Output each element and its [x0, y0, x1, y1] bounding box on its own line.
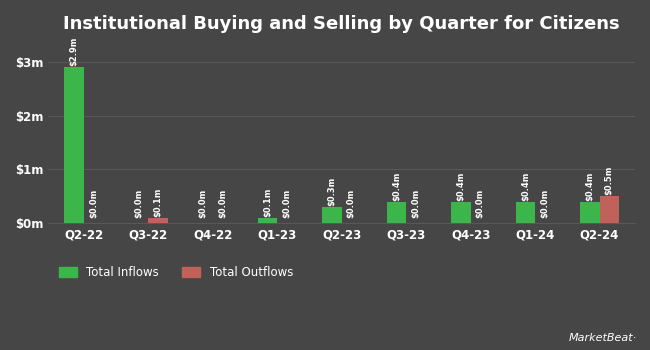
Legend: Total Inflows, Total Outflows: Total Inflows, Total Outflows — [54, 261, 298, 284]
Text: $0.4m: $0.4m — [586, 171, 594, 201]
Bar — [599, 196, 619, 223]
Bar — [64, 67, 84, 223]
Bar — [387, 202, 406, 223]
Text: $2.9m: $2.9m — [70, 37, 79, 66]
Text: $0.4m: $0.4m — [456, 171, 465, 201]
Text: $0.3m: $0.3m — [328, 177, 337, 206]
Bar — [451, 202, 471, 223]
Text: $0.0m: $0.0m — [476, 189, 485, 218]
Title: Institutional Buying and Selling by Quarter for Citizens: Institutional Buying and Selling by Quar… — [63, 15, 620, 33]
Text: MarketBeat·: MarketBeat· — [569, 333, 637, 343]
Text: $0.0m: $0.0m — [134, 189, 143, 218]
Text: $0.0m: $0.0m — [411, 189, 421, 218]
Text: $0.4m: $0.4m — [392, 171, 401, 201]
Text: $0.0m: $0.0m — [540, 189, 549, 218]
Bar — [258, 218, 277, 223]
Bar — [515, 202, 535, 223]
Text: $0.0m: $0.0m — [218, 189, 227, 218]
Text: $0.0m: $0.0m — [347, 189, 356, 218]
Text: $0.5m: $0.5m — [604, 166, 614, 195]
Text: $0.0m: $0.0m — [198, 189, 207, 218]
Bar — [580, 202, 599, 223]
Text: $0.0m: $0.0m — [282, 189, 291, 218]
Text: $0.0m: $0.0m — [89, 189, 98, 218]
Text: $0.1m: $0.1m — [263, 187, 272, 217]
Text: $0.4m: $0.4m — [521, 171, 530, 201]
Text: $0.1m: $0.1m — [153, 187, 162, 217]
Bar — [148, 218, 168, 223]
Bar — [322, 207, 342, 223]
